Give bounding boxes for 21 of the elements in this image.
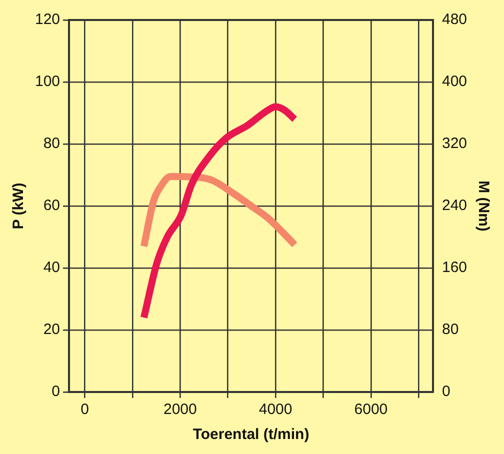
y2-tick-label: 240 [442, 197, 468, 214]
y-tick-label: 60 [43, 197, 60, 214]
y-axis-title: P (kW) [10, 182, 28, 230]
x-tick-label: 4000 [258, 401, 292, 418]
y-tick-label: 40 [43, 259, 60, 276]
y-tick-label: 120 [34, 11, 60, 28]
y2-tick-label: 480 [442, 11, 468, 28]
x-tick-label: 2000 [163, 401, 197, 418]
y-tick-label: 80 [43, 135, 60, 152]
y2-tick-label: 400 [442, 73, 468, 90]
y-tick-label: 20 [43, 321, 60, 338]
y2-tick-label: 160 [442, 259, 468, 276]
y2-tick-label: 80 [442, 321, 459, 338]
x-axis-title: Toerental (t/min) [192, 426, 310, 444]
x-tick-label: 0 [80, 401, 89, 418]
y-tick-label: 0 [52, 383, 60, 400]
x-tick-label: 6000 [354, 401, 388, 418]
y2-axis-title: M (Nm) [474, 180, 492, 232]
y2-tick-label: 320 [442, 135, 468, 152]
y-tick-label: 100 [34, 73, 60, 90]
y2-tick-label: 0 [442, 383, 450, 400]
